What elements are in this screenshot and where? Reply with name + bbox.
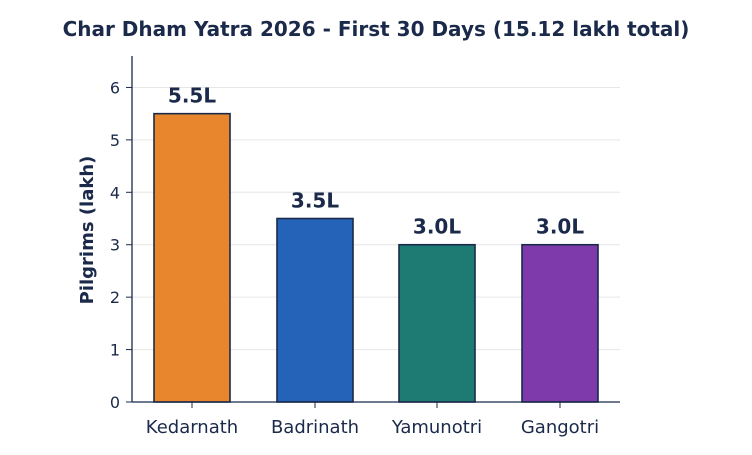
data-label: 3.0L — [536, 215, 584, 239]
x-tick-label: Badrinath — [271, 417, 359, 438]
y-axis-label: Pilgrims (lakh) — [77, 156, 98, 305]
labels: 0 1 2 3 4 5 6 5.5L Kedarnath 3.5L Badrinath 3.0L Yam… — [110, 78, 599, 438]
y-tick-label: 0 — [110, 393, 120, 412]
data-label: 3.5L — [291, 189, 339, 213]
bar-badrinath — [276, 217, 354, 403]
x-tick-label: Kedarnath — [146, 417, 238, 438]
y-tick-label: 4 — [110, 183, 120, 202]
y-tick-label: 6 — [110, 78, 120, 97]
x-tick-label: Gangotri — [521, 417, 599, 438]
y-tick-label: 1 — [110, 341, 120, 360]
bar-gangotri — [521, 243, 599, 403]
chart-title: Char Dham Yatra 2026 - First 30 Days (15… — [63, 17, 690, 41]
bar-yamunotri — [398, 243, 476, 403]
bar-kedarnath — [153, 112, 231, 403]
y-tick-label: 3 — [110, 236, 120, 255]
y-tick-label: 2 — [110, 288, 120, 307]
axes — [126, 56, 620, 408]
x-tick-label: Yamunotri — [391, 417, 482, 438]
data-label: 3.0L — [413, 215, 461, 239]
data-label: 5.5L — [168, 84, 216, 108]
bars — [153, 112, 599, 403]
y-tick-label: 5 — [110, 131, 120, 150]
